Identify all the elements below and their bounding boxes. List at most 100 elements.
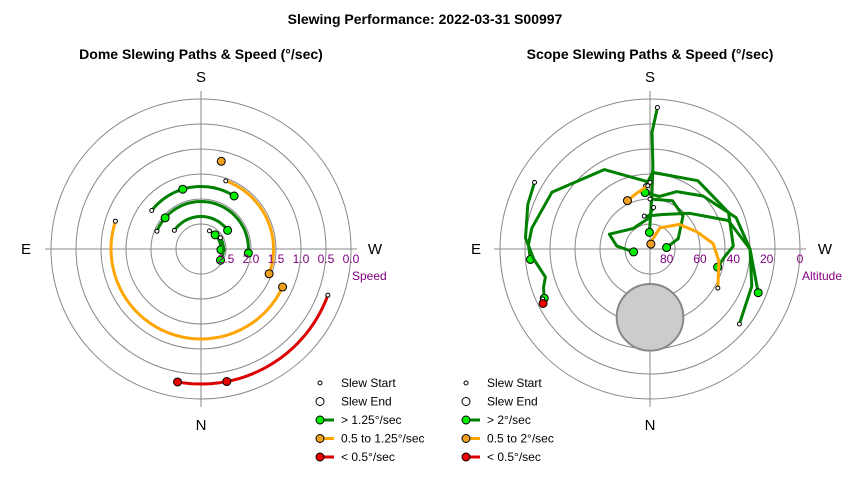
dome-panel: Dome Slewing Paths & Speed (°/sec) S N E… (21, 46, 425, 464)
legend-label: 0.5 to 1.25°/sec (341, 432, 425, 446)
slew-end-marker (264, 269, 274, 279)
speed-marker (178, 184, 188, 194)
slew-start-marker (715, 285, 721, 291)
slew-end-marker (223, 225, 233, 235)
radial-tick-label: 60 (693, 252, 707, 266)
slew-start-marker (647, 196, 653, 202)
slew-end-marker (278, 282, 288, 292)
dome-direction-top: S (196, 69, 206, 86)
speed-marker (222, 377, 232, 387)
slew-start-marker (217, 235, 223, 241)
legend-end-symbol (461, 397, 471, 406)
dome-radial-axis-label: Speed (352, 269, 387, 283)
legend-marker-slow (315, 452, 325, 462)
slew-path-fast (172, 215, 230, 232)
legend-label: Slew End (487, 395, 538, 409)
radial-tick-label: 80 (660, 252, 674, 266)
slew-path-fast (647, 106, 659, 234)
scope-moon-layer (615, 283, 685, 352)
slew-start-marker (206, 228, 212, 234)
speed-marker (160, 213, 170, 223)
radial-tick-label: 1.0 (293, 252, 310, 266)
scope-direction-right: W (818, 241, 833, 258)
radial-tick-label: 2.5 (218, 252, 235, 266)
slew-end-marker (215, 255, 225, 265)
slew-path-fast (642, 211, 760, 295)
slew-end-marker (644, 227, 654, 237)
slew-end-marker (538, 298, 548, 308)
radial-tick-label: 0.5 (318, 252, 335, 266)
legend-marker-slow (461, 452, 471, 462)
scope-direction-top: S (645, 69, 655, 86)
slew-path-slow (176, 293, 330, 386)
radial-tick-label: 1.5 (268, 252, 285, 266)
legend-marker-medium (461, 434, 471, 443)
slew-path-fast (607, 206, 656, 254)
radial-tick-label: 2.0 (243, 252, 260, 266)
slew-start-marker (223, 178, 229, 184)
dome-panel-title: Dome Slewing Paths & Speed (°/sec) (79, 46, 323, 62)
scope-panel-title: Scope Slewing Paths & Speed (°/sec) (527, 46, 774, 62)
slew-start-marker (647, 179, 653, 185)
speed-marker (216, 156, 226, 166)
legend-label: < 0.5°/sec (341, 450, 395, 464)
legend-start-symbol (317, 380, 323, 386)
slew-path-fast (155, 200, 250, 255)
slew-start-marker (645, 183, 651, 189)
slew-start-marker (532, 179, 538, 185)
slew-start-marker (171, 227, 177, 233)
slew-path-fast (643, 190, 754, 326)
slew-end-marker (243, 248, 253, 258)
slew-path-fast (526, 168, 652, 261)
scope-legend: Slew Start Slew End > 2°/sec 0.5 to 2°/sec <… (461, 376, 554, 464)
slew-end-marker (629, 247, 639, 257)
legend-label: Slew Start (341, 376, 396, 390)
scope-polar-grid (494, 91, 806, 407)
legend-label: < 0.5°/sec (487, 450, 541, 464)
legend-label: Slew Start (487, 376, 542, 390)
legend-label: > 1.25°/sec (341, 413, 402, 427)
slew-start-marker (149, 208, 155, 214)
slew-start-marker (736, 321, 742, 327)
radial-tick-label: 0 (797, 252, 804, 266)
legend-end-symbol (315, 397, 325, 406)
slew-start-marker (154, 228, 160, 234)
scope-direction-left: E (471, 241, 481, 258)
legend-label: Slew End (341, 395, 392, 409)
radial-tick-label: 20 (760, 252, 774, 266)
radial-tick-label: 0.0 (343, 252, 360, 266)
legend-marker-fast (461, 415, 471, 425)
radial-tick-label: 40 (727, 252, 741, 266)
slew-end-marker (173, 377, 183, 387)
scope-radial-ticks: 80 60 40 20 0 (660, 252, 804, 266)
slew-path-medium (224, 179, 275, 276)
slew-end-marker (662, 243, 672, 253)
legend-marker-fast (315, 415, 325, 425)
scope-radial-axis-label: Altitude (802, 269, 842, 283)
slew-path-fast (648, 197, 685, 249)
dome-direction-left: E (21, 241, 31, 258)
slew-end-marker (229, 191, 239, 201)
slew-end-marker (622, 196, 632, 206)
slew-start-marker (641, 213, 647, 219)
legend-marker-medium (315, 434, 325, 443)
figure-title: Slewing Performance: 2022-03-31 S00997 (288, 11, 563, 27)
slew-start-marker (651, 204, 657, 210)
slew-end-marker (646, 239, 656, 249)
slew-start-marker (325, 292, 331, 298)
legend-label: > 2°/sec (487, 413, 531, 427)
dome-polar-grid (45, 91, 357, 407)
slew-end-marker (753, 288, 763, 298)
scope-direction-bottom: N (645, 417, 656, 434)
dome-slew-paths (109, 156, 331, 387)
dome-legend: Slew Start Slew End > 1.25°/sec 0.5 to 1.25… (315, 376, 425, 464)
scope-panel: Scope Slewing Paths & Speed (°/sec) S N … (461, 46, 842, 464)
slew-start-marker (112, 218, 118, 224)
slew-path-medium (109, 219, 285, 341)
slew-start-marker (654, 105, 660, 111)
slew-path-fast (150, 185, 236, 212)
moon-disc (615, 283, 685, 352)
dome-direction-bottom: N (196, 417, 207, 434)
scope-slew-paths (524, 105, 763, 327)
